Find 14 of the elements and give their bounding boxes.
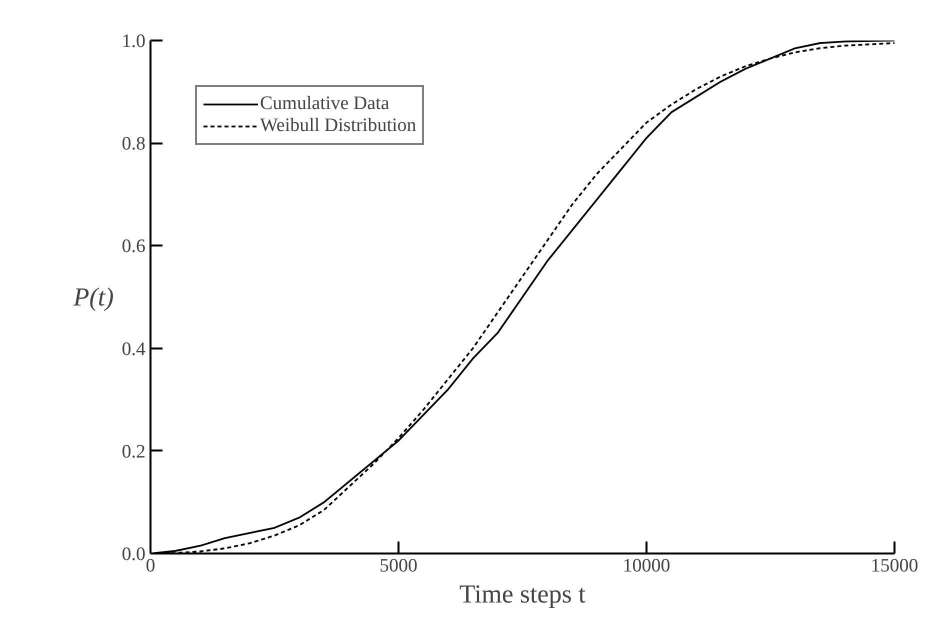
legend-label: Cumulative Data (260, 93, 390, 115)
y-tick-label: 0.2 (122, 441, 146, 462)
legend-label: Weibull Distribution (260, 115, 416, 137)
x-tick-label: 10000 (622, 556, 670, 576)
x-tick-label: 5000 (380, 556, 418, 576)
y-tick-label: 0.6 (122, 236, 146, 258)
y-tick-label: 0.0 (122, 544, 146, 565)
x-tick-label: 15000 (870, 556, 918, 576)
x-tick-label: 0 (146, 556, 156, 576)
y-tick-label: 0.8 (122, 134, 146, 155)
y-tick-label: 0.4 (122, 338, 146, 360)
x-axis-title: Time steps t (459, 580, 586, 608)
y-tick-label: 1.0 (122, 31, 146, 52)
y-axis-title: P(t) (72, 282, 114, 312)
